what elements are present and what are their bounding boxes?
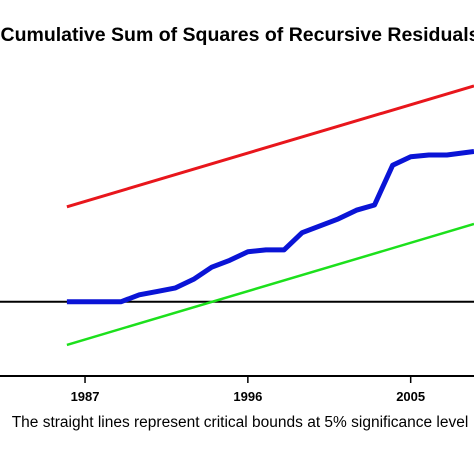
cusum-squares-line xyxy=(66,149,474,305)
series-layer xyxy=(66,84,474,347)
chart-note: The straight lines represent critical bo… xyxy=(11,414,469,431)
x-tick-label: 2005 xyxy=(396,389,425,404)
upper-bound-line xyxy=(66,84,474,209)
x-tick-label: 1987 xyxy=(71,389,100,404)
chart-title: Cumulative Sum of Squares of Recursive R… xyxy=(0,24,474,46)
lower-bound-line xyxy=(66,222,474,347)
x-axis: 1987 1996 2005 xyxy=(0,375,474,404)
x-tick-label: 1996 xyxy=(233,389,262,404)
